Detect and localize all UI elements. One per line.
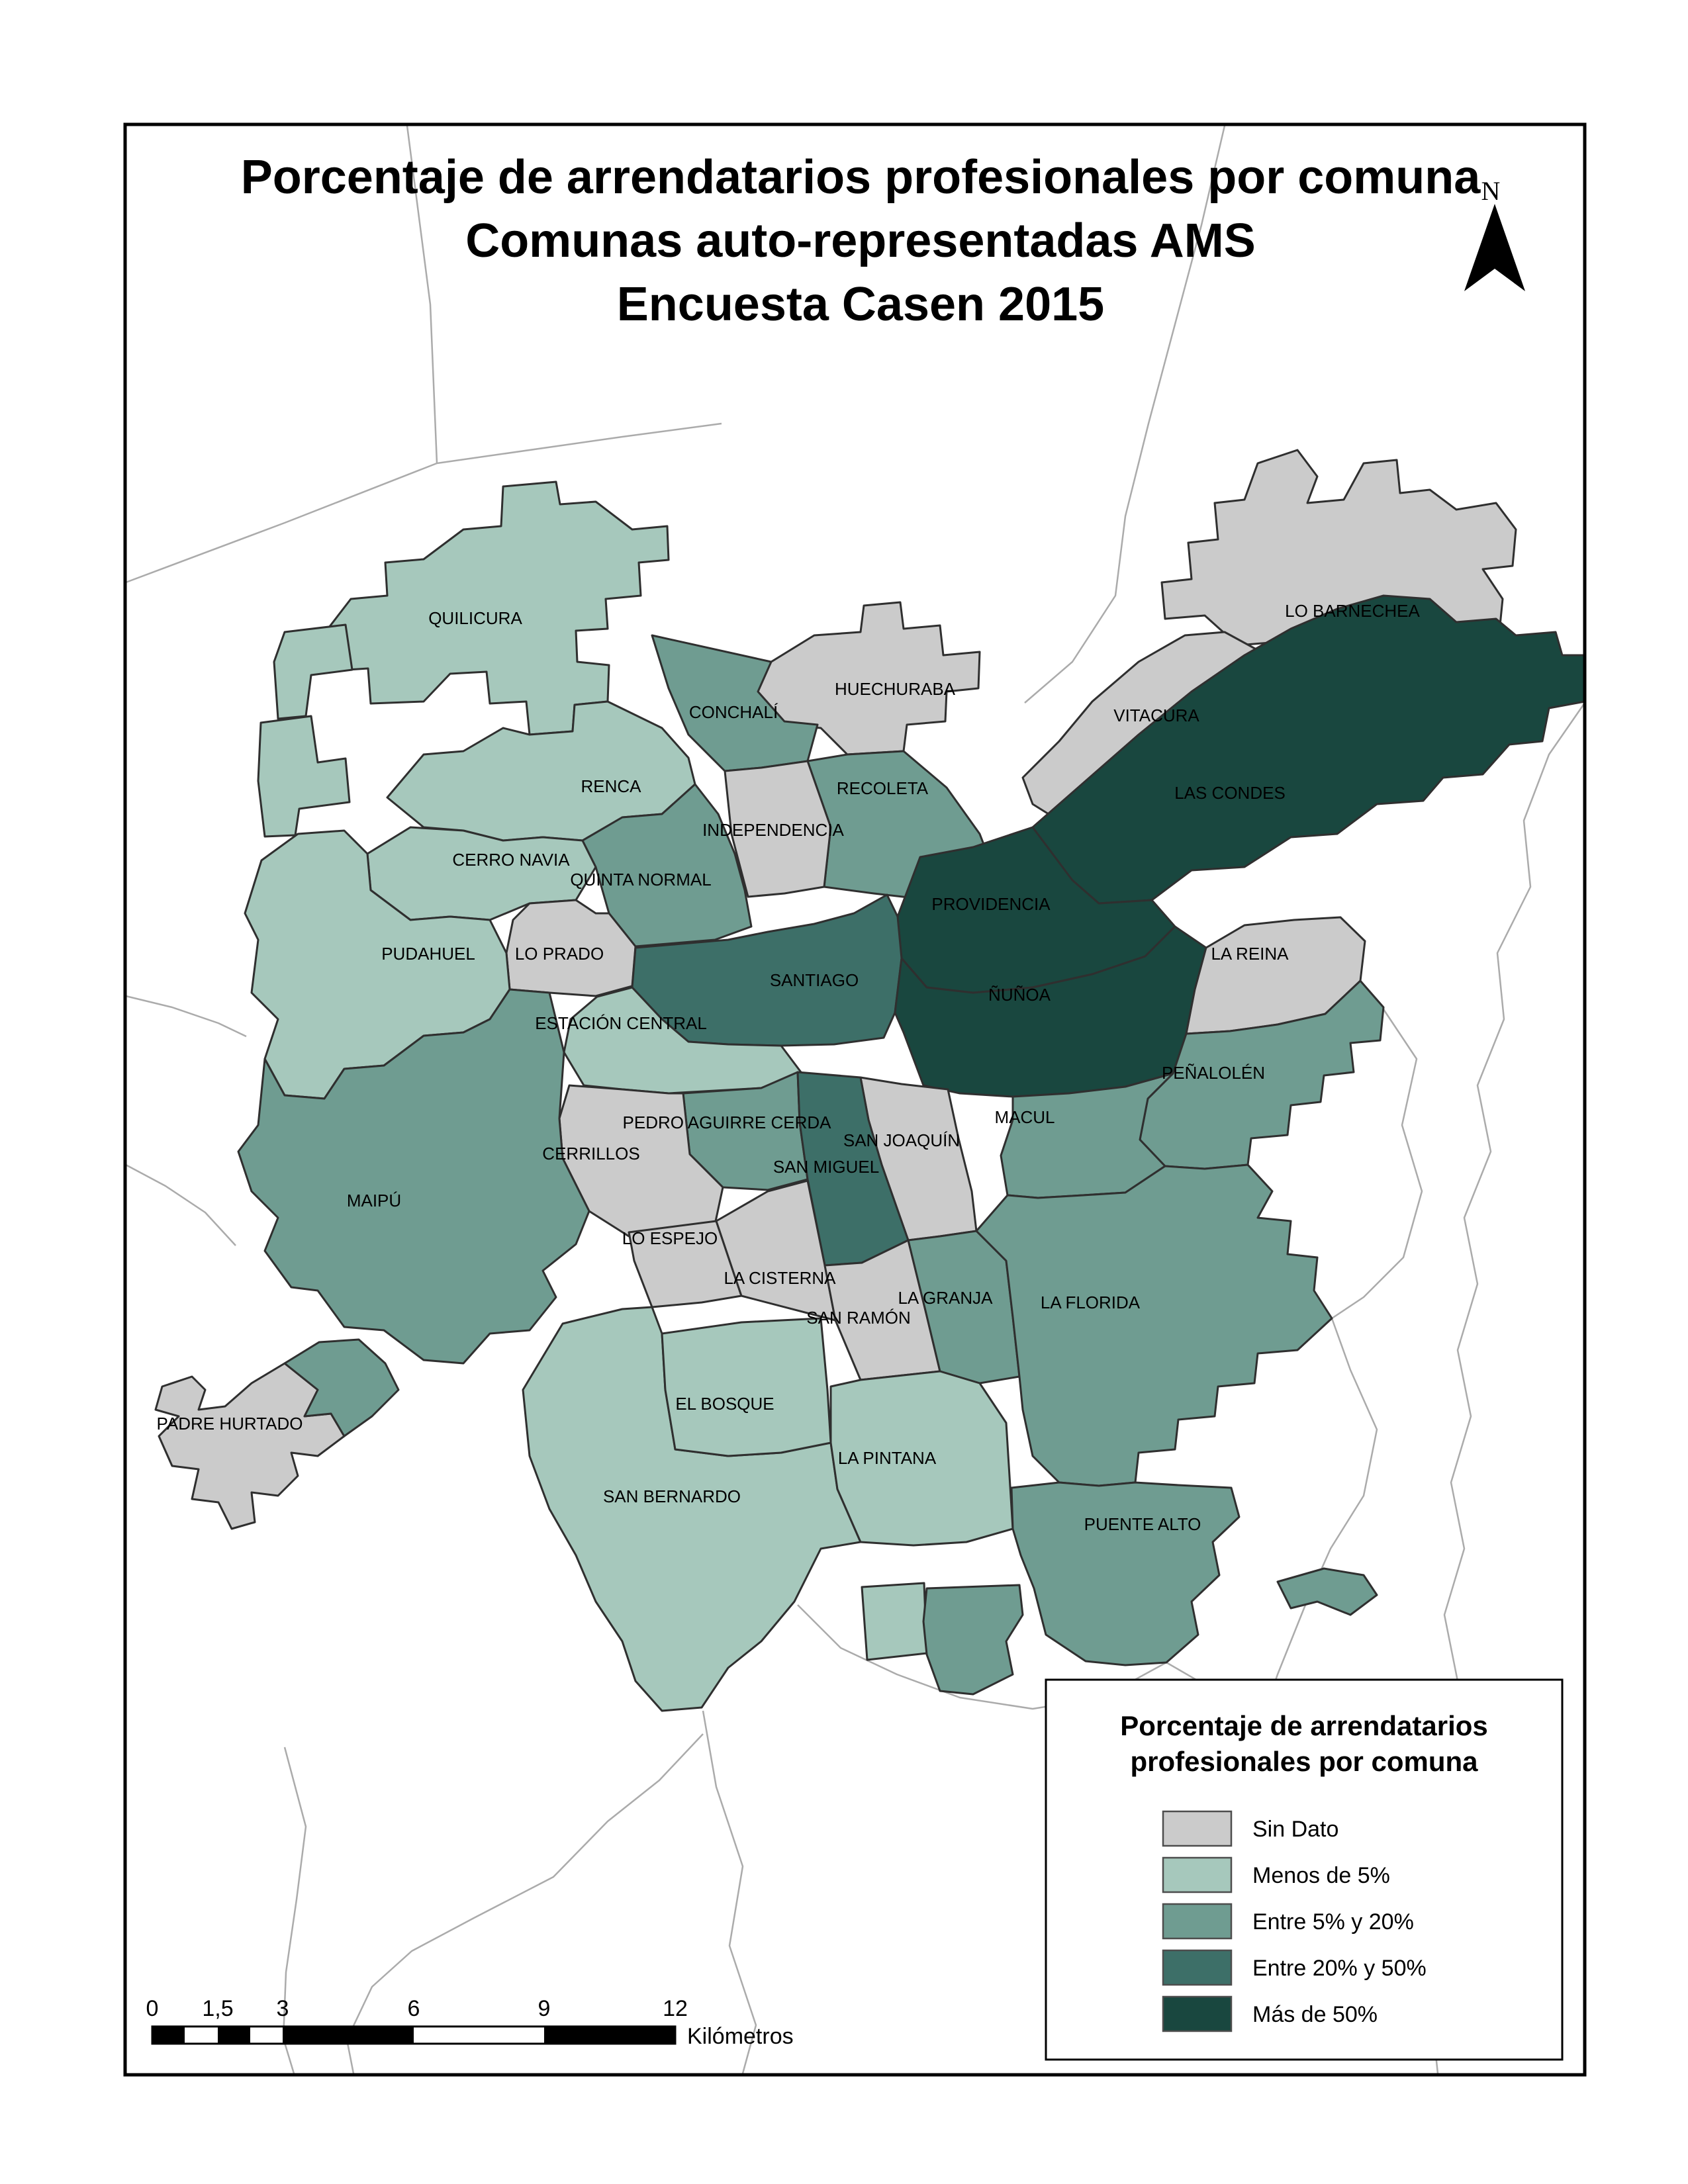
region-el-bosque [661,1317,832,1457]
comuna-labels: QUILICURA LO BARNECHEA HUECHURABA CONCHALÍ V… [156,601,1420,1534]
comuna-label-huechuraba: HUECHURABA [835,679,956,699]
comuna-label-la_reina: LA REINA [1211,944,1289,964]
scale-tick-4: 9 [538,1996,551,2021]
scale-bar-segment [218,2026,250,2044]
legend-swatch-entre-5-20 [1162,1903,1233,1940]
comuna-label-la_cisterna: LA CISTERNA [724,1268,836,1288]
region-fragment-south-east [1276,1567,1378,1616]
legend-swatch-mas-50 [1162,1995,1233,2032]
legend-title-line1: Porcentaje de arrendatarios [1120,1710,1488,1741]
comuna-label-pudahuel: PUDAHUEL [381,944,475,964]
comuna-label-recoleta: RECOLETA [837,778,929,798]
scale-bar-segment [283,2026,414,2044]
comuna-label-lo_barnechea: LO BARNECHEA [1285,601,1420,621]
region-huechuraba [753,601,981,756]
legend-item-menos-5: Menos de 5% [1162,1856,1390,1893]
comuna-regions [154,449,1586,1712]
comuna-label-quinta_normal: QUINTA NORMAL [570,870,711,889]
comuna-label-renca: RENCA [581,776,641,796]
legend-label-sin-dato: Sin Dato [1252,1817,1338,1842]
comuna-label-pedro_aguirre_cerda: PEDRO AGUIRRE CERDA [623,1113,832,1132]
comuna-label-el_bosque: EL BOSQUE [675,1394,774,1414]
legend-label-entre-20-50: Entre 20% y 50% [1252,1956,1427,1981]
comuna-label-san_joaquin: SAN JOAQUÍN [843,1130,960,1150]
legend-label-menos-5: Menos de 5% [1252,1863,1390,1888]
map-title-line3: Encuesta Casen 2015 [617,278,1104,331]
region-quinta-normal [581,783,753,948]
north-arrow: N [1464,176,1525,291]
map-title-block: Porcentaje de arrendatarios profesionale… [241,151,1481,331]
scale-bar: 0 1,5 3 6 9 12 Kilómetros [146,1996,794,2049]
legend: Porcentaje de arrendatarios profesionale… [1045,1678,1564,2061]
region-fragment-south-1 [861,1582,928,1661]
comuna-label-conchali: CONCHALÍ [689,702,778,722]
comuna-label-cerrillos: CERRILLOS [542,1144,639,1163]
legend-title-line2: profesionales por comuna [1130,1746,1478,1777]
region-maipu [237,988,590,1365]
scale-bar-segment [544,2026,675,2044]
legend-item-mas-50: Más de 50% [1162,1995,1378,2032]
map-title-line1: Porcentaje de arrendatarios profesionale… [241,151,1481,204]
comuna-label-penalolen: PEÑALOLÉN [1162,1063,1265,1083]
comuna-label-cerro_navia: CERRO NAVIA [452,850,570,870]
legend-item-entre-5-20: Entre 5% y 20% [1162,1903,1414,1940]
north-arrow-label: N [1481,176,1501,206]
comuna-label-quilicura: QUILICURA [428,608,522,628]
region-puente-alto [1010,1481,1241,1666]
comuna-label-providencia: PROVIDENCIA [931,894,1051,914]
legend-item-entre-20-50: Entre 20% y 50% [1162,1949,1427,1986]
comuna-label-san_miguel: SAN MIGUEL [773,1157,879,1177]
comuna-label-macul: MACUL [994,1107,1055,1127]
region-fragment-south-2 [922,1584,1024,1696]
scale-tick-2: 3 [277,1996,289,2021]
region-las-condes [1031,594,1586,905]
legend-label-mas-50: Más de 50% [1252,2002,1378,2027]
scale-tick-5: 12 [663,1996,688,2021]
region-padre-hurtado [154,1362,346,1530]
comuna-label-lo_prado: LO PRADO [515,944,604,964]
legend-item-sin-dato: Sin Dato [1162,1810,1338,1847]
comuna-label-san_bernardo: SAN BERNARDO [603,1486,741,1506]
map-title-line2: Comunas auto-representadas AMS [465,214,1256,267]
comuna-label-las_condes: LAS CONDES [1174,783,1286,803]
comuna-label-la_granja: LA GRANJA [898,1288,993,1308]
comuna-label-padre_hurtado: PADRE HURTADO [156,1414,303,1433]
region-la-florida [975,1163,1333,1487]
map-frame [123,122,1587,2077]
legend-swatch-sin-dato [1162,1810,1233,1847]
scale-tick-0: 0 [146,1996,159,2021]
legend-swatch-menos-5 [1162,1856,1233,1893]
province-boundaries [125,125,1586,2074]
comuna-label-vitacura: VITACURA [1113,705,1199,725]
comuna-label-la_florida: LA FLORIDA [1041,1293,1141,1312]
scale-bar-segment [152,2026,185,2044]
legend-swatch-entre-20-50 [1162,1949,1233,1986]
region-fragment-west-2 [257,715,351,838]
comuna-label-nunoa: ÑUÑOA [988,985,1051,1005]
legend-label-entre-5-20: Entre 5% y 20% [1252,1909,1414,1934]
legend-box [1045,1678,1564,2061]
comuna-label-maipu: MAIPÚ [347,1191,401,1210]
region-fragment-west-1 [273,623,353,720]
comuna-label-lo_espejo: LO ESPEJO [622,1228,718,1248]
scale-tick-3: 6 [408,1996,420,2021]
comuna-label-san_ramon: SAN RAMÓN [806,1308,910,1328]
comuna-label-santiago: SANTIAGO [770,970,859,990]
comuna-label-estacion_central: ESTACIÓN CENTRAL [535,1013,707,1033]
scale-tick-1: 1,5 [202,1996,233,2021]
region-fragment-padre-hurtado-ne [283,1338,400,1437]
scale-unit-label: Kilómetros [687,2024,794,2049]
north-arrow-icon [1464,204,1525,291]
comuna-label-puente_alto: PUENTE ALTO [1084,1514,1201,1534]
comuna-label-independencia: INDEPENDENCIA [702,820,844,840]
comuna-label-la_pintana: LA PINTANA [838,1448,937,1468]
region-independencia [724,760,832,898]
